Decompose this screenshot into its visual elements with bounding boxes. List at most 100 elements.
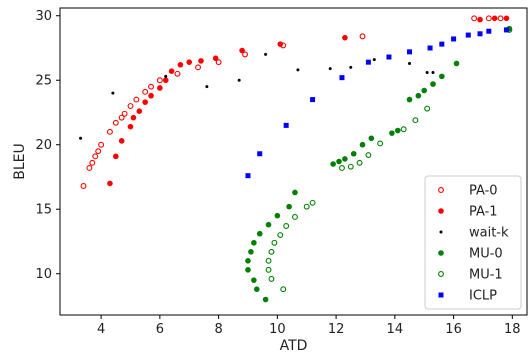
data-point xyxy=(339,75,345,81)
data-point xyxy=(359,141,366,148)
data-point xyxy=(156,77,163,84)
data-point xyxy=(342,34,348,41)
data-point xyxy=(264,52,268,56)
data-point xyxy=(296,68,300,72)
data-point xyxy=(372,58,376,62)
data-point xyxy=(439,41,445,47)
data-point xyxy=(157,85,163,91)
data-point xyxy=(79,136,83,140)
data-point xyxy=(118,114,125,121)
data-point xyxy=(89,159,96,166)
data-point xyxy=(148,92,154,99)
data-point xyxy=(347,163,354,170)
data-point xyxy=(485,15,492,22)
data-point xyxy=(112,119,119,126)
data-point xyxy=(342,156,348,162)
data-point xyxy=(162,77,169,84)
series-pa-0 xyxy=(80,15,504,189)
data-point xyxy=(142,88,149,95)
data-point xyxy=(421,87,428,94)
data-point xyxy=(130,114,137,121)
data-point xyxy=(486,28,492,34)
legend-marker xyxy=(439,230,443,234)
data-point xyxy=(309,199,316,206)
legend-marker xyxy=(438,187,444,193)
data-point xyxy=(439,73,445,80)
y-tick-label: 20 xyxy=(35,138,52,153)
series-pa-1 xyxy=(107,15,510,187)
y-tick-label: 15 xyxy=(35,203,52,218)
data-point xyxy=(136,108,143,114)
y-tick-label: 30 xyxy=(35,9,52,24)
legend-label: PA-0 xyxy=(469,184,498,199)
data-point xyxy=(142,99,148,105)
x-tick-label: 12 xyxy=(328,322,345,337)
data-point xyxy=(174,70,181,77)
x-tick-label: 10 xyxy=(269,322,286,337)
data-point xyxy=(212,55,219,62)
data-point xyxy=(245,173,251,179)
data-point xyxy=(356,159,363,166)
data-point xyxy=(471,15,478,22)
series-mu-0 xyxy=(245,25,513,303)
data-point xyxy=(453,60,460,67)
legend-marker xyxy=(438,208,444,214)
data-point xyxy=(106,128,113,135)
data-point xyxy=(425,70,429,74)
y-tick-label: 25 xyxy=(35,74,52,89)
legend-label: MU-0 xyxy=(469,247,503,262)
data-point xyxy=(359,33,366,40)
data-point xyxy=(107,180,113,187)
data-point xyxy=(497,15,504,22)
data-point xyxy=(415,92,422,99)
data-point xyxy=(98,141,105,148)
data-point xyxy=(148,83,155,90)
legend-marker xyxy=(438,292,444,298)
data-point xyxy=(177,61,184,68)
data-point xyxy=(186,59,193,65)
data-point xyxy=(277,232,284,238)
legend-marker xyxy=(438,271,444,277)
data-point xyxy=(328,67,332,71)
y-tick-label: 10 xyxy=(35,267,52,282)
data-point xyxy=(127,123,134,130)
data-point xyxy=(349,65,353,69)
data-point xyxy=(245,258,251,264)
data-point xyxy=(239,47,245,54)
y-axis-ticks: 10 15 20 25 30 xyxy=(35,9,60,282)
series-mu-1 xyxy=(265,26,513,293)
data-point xyxy=(412,117,419,124)
data-point xyxy=(292,189,298,196)
legend-item: PA-1 xyxy=(438,205,498,220)
data-point xyxy=(257,151,263,157)
x-tick-label: 16 xyxy=(445,322,462,337)
data-point xyxy=(271,239,278,246)
data-point xyxy=(253,286,260,293)
data-point xyxy=(292,214,298,220)
data-point xyxy=(277,41,284,47)
data-point xyxy=(118,138,125,144)
data-point xyxy=(477,16,483,23)
x-tick-label: 18 xyxy=(504,322,521,337)
legend-marker xyxy=(438,250,444,256)
data-point xyxy=(310,97,316,103)
x-tick-label: 4 xyxy=(97,322,105,337)
legend-label: wait-k xyxy=(469,226,509,241)
data-point xyxy=(274,212,281,219)
data-point xyxy=(330,161,336,167)
data-point xyxy=(265,266,272,273)
legend-item: MU-1 xyxy=(438,268,503,283)
x-axis-ticks: 4 6 8 10 12 14 16 18 xyxy=(97,315,521,337)
x-tick-label: 8 xyxy=(214,322,222,337)
x-axis-label: ATD xyxy=(280,338,308,354)
chart-marks xyxy=(79,15,513,303)
data-point xyxy=(377,140,384,147)
data-point xyxy=(280,286,287,293)
data-point xyxy=(407,49,413,55)
data-point xyxy=(248,248,254,255)
data-point xyxy=(365,152,372,159)
data-point xyxy=(237,78,241,82)
data-point xyxy=(127,103,134,109)
data-point xyxy=(133,96,140,103)
data-point xyxy=(368,135,375,142)
